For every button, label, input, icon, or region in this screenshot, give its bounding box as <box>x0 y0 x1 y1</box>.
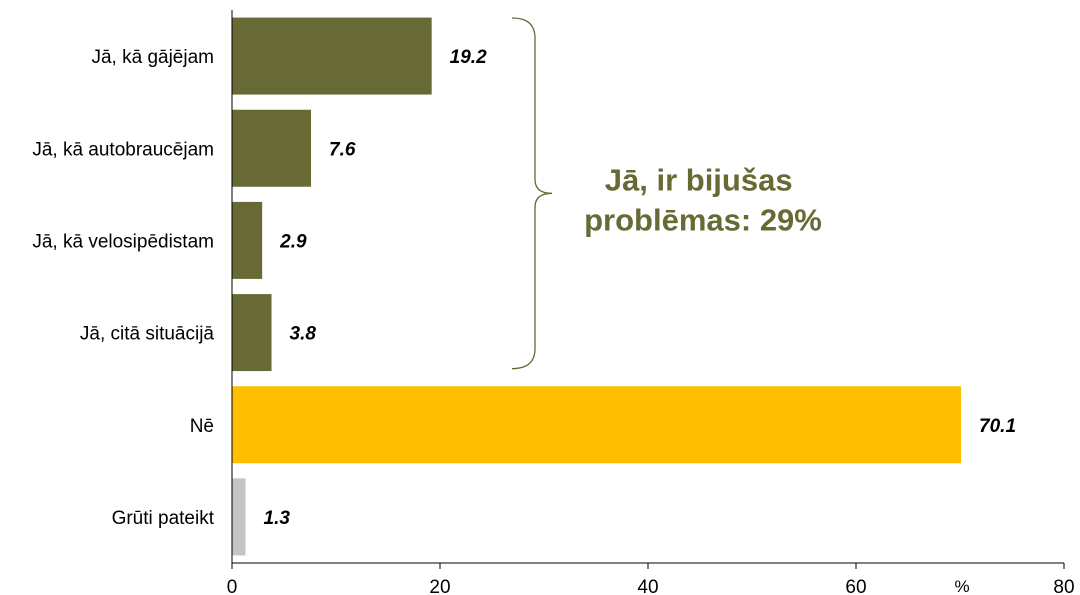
category-label-ja-ka-velosipedistam: Jā, kā velosipēdistam <box>32 231 214 252</box>
value-label-ja-ka-gajejam: 19.2 <box>450 47 487 68</box>
value-label-ja-cita-situacija: 3.8 <box>290 324 317 345</box>
value-label-ja-ka-autobraucejam: 7.6 <box>329 139 356 160</box>
bar-ja-cita-situacija <box>232 294 272 372</box>
category-label-ne: Nē <box>190 416 214 437</box>
x-tick-label-80: 80 <box>1053 577 1074 595</box>
annotation-line-1: Jā, ir bijušas <box>605 162 793 197</box>
x-tick-label-60: 60 <box>845 577 866 595</box>
x-axis-ticks: 0 20 40 60 80 <box>227 563 1075 595</box>
bar-ja-ka-autobraucejam <box>232 109 312 187</box>
x-tick-label-20: 20 <box>429 577 450 595</box>
category-label-ja-ka-autobraucejam: Jā, kā autobraucējam <box>32 139 214 160</box>
bar-ja-ka-gajejam <box>232 17 432 95</box>
value-label-ja-ka-velosipedistam: 2.9 <box>279 231 307 252</box>
value-label-ne: 70.1 <box>979 416 1016 437</box>
value-labels: 19.2 7.6 2.9 3.8 70.1 1.3 <box>264 47 1017 529</box>
x-axis-unit-label: % <box>954 577 969 595</box>
x-tick-label-0: 0 <box>227 577 238 595</box>
value-label-gruti-pateikt: 1.3 <box>264 508 291 529</box>
category-labels: Jā, kā gājējam Jā, kā autobraucējam Jā, kā… <box>32 47 214 529</box>
bars-group <box>232 17 962 556</box>
bar-ne <box>232 386 962 464</box>
annotation-line-2: problēmas: 29% <box>584 202 822 237</box>
category-label-ja-cita-situacija: Jā, citā situācijā <box>80 324 215 345</box>
annotation-brace <box>511 17 553 370</box>
bar-ja-ka-velosipedistam <box>232 201 263 279</box>
x-tick-label-40: 40 <box>637 577 658 595</box>
category-label-gruti-pateikt: Grūti pateikt <box>112 508 215 529</box>
annotation-text: Jā, ir bijušas problēmas: 29% <box>584 162 822 237</box>
category-label-ja-ka-gajejam: Jā, kā gājējam <box>91 47 214 68</box>
bar-gruti-pateikt <box>232 478 246 556</box>
